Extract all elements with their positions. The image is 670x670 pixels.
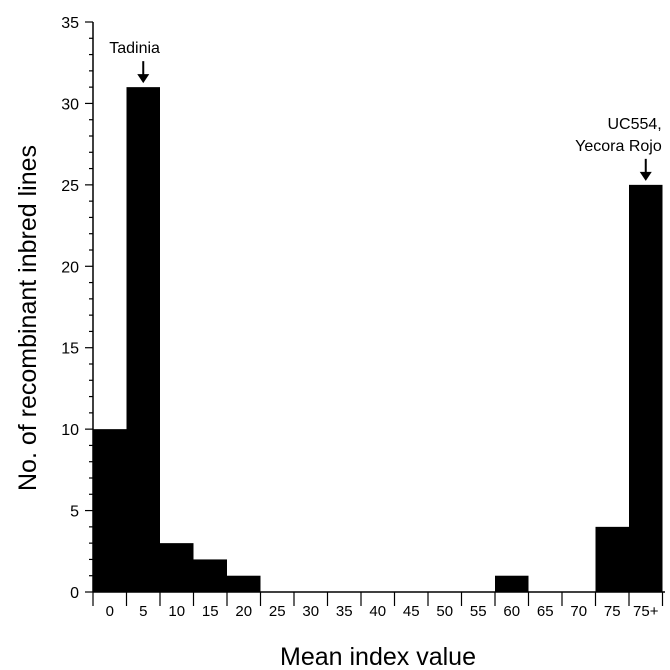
bars-group bbox=[93, 87, 663, 593]
bar bbox=[193, 559, 227, 592]
x-axis-title: Mean index value bbox=[280, 643, 476, 670]
x-tick-label: 20 bbox=[235, 603, 252, 620]
x-tick-label: 25 bbox=[269, 603, 286, 620]
x-tick-label: 45 bbox=[403, 603, 420, 620]
bar bbox=[93, 429, 127, 592]
axes-group bbox=[92, 22, 665, 593]
bar bbox=[595, 526, 629, 592]
y-tick-label: 15 bbox=[61, 341, 79, 358]
y-tick-label: 20 bbox=[61, 259, 79, 276]
y-tick-label: 25 bbox=[61, 178, 79, 195]
y-tick-label: 35 bbox=[61, 15, 79, 32]
y-axis-title: No. of recombinant inbred lines bbox=[14, 145, 42, 491]
x-tick-label: 5 bbox=[139, 603, 147, 620]
y-tick-label: 30 bbox=[61, 96, 79, 113]
y-ticks-group: 0 5 10 15 20 25 30 35 bbox=[61, 15, 93, 602]
x-tick-label: 65 bbox=[537, 603, 554, 620]
y-tick-label: 10 bbox=[61, 422, 79, 439]
x-tick-label: 75 bbox=[604, 603, 621, 620]
x-tick-label: 55 bbox=[470, 603, 487, 620]
x-ticks-group: 0 5 10 15 20 25 30 35 40 45 50 55 60 65 70 75 75+ bbox=[92, 592, 664, 620]
annotation-label: Yecora Rojo bbox=[575, 138, 662, 155]
annotations-group: Tadinia UC554, Yecora Rojo bbox=[109, 40, 662, 181]
annotation-arrow-head bbox=[137, 74, 150, 84]
bar bbox=[126, 87, 160, 593]
x-tick-label: 35 bbox=[336, 603, 353, 620]
x-tick-label: 70 bbox=[570, 603, 587, 620]
annotation-label: Tadinia bbox=[109, 40, 160, 57]
y-tick-label: 0 bbox=[70, 585, 79, 602]
x-tick-label: 40 bbox=[369, 603, 386, 620]
bar bbox=[495, 575, 529, 592]
annotation-arrow-head bbox=[639, 171, 652, 181]
x-tick-label: 10 bbox=[168, 603, 185, 620]
bar bbox=[227, 575, 261, 592]
bar bbox=[160, 543, 194, 592]
x-tick-label: 15 bbox=[202, 603, 219, 620]
annotation-label: UC554, bbox=[608, 116, 662, 133]
bar bbox=[629, 184, 663, 592]
x-tick-label: 30 bbox=[302, 603, 319, 620]
y-tick-label: 5 bbox=[70, 504, 79, 521]
x-tick-label: 75+ bbox=[633, 603, 659, 620]
x-tick-label: 50 bbox=[436, 603, 453, 620]
x-tick-label: 0 bbox=[106, 603, 114, 620]
x-tick-label: 60 bbox=[503, 603, 520, 620]
